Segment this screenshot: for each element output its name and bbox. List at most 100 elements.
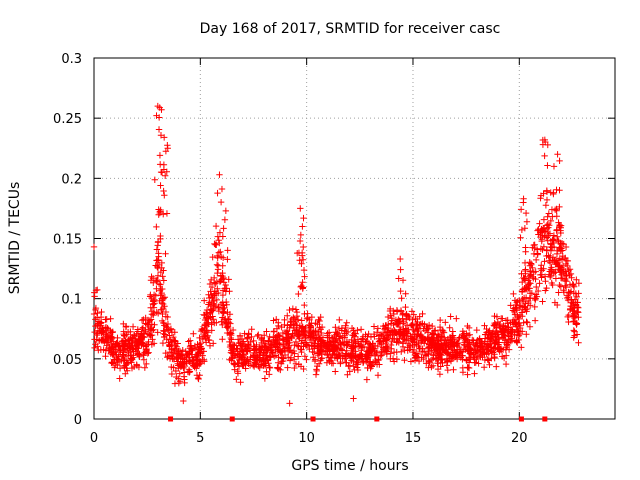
data-point [222, 315, 229, 323]
data-point [397, 287, 404, 295]
data-point [473, 326, 480, 334]
data-point [494, 331, 501, 338]
data-point [498, 327, 505, 335]
data-point [300, 266, 308, 274]
data-point [289, 330, 296, 337]
data-point [160, 211, 167, 218]
data-point [510, 290, 517, 298]
data-point [486, 361, 493, 369]
data-point [523, 331, 530, 338]
data-point [315, 316, 322, 324]
data-point [318, 323, 326, 331]
data-point [339, 352, 347, 359]
data-point [90, 243, 98, 251]
data-point [286, 339, 293, 346]
data-point [119, 342, 126, 350]
data-point [103, 342, 110, 349]
data-point [553, 213, 560, 220]
data-point [164, 354, 171, 361]
data-point [540, 190, 547, 197]
data-point [432, 346, 440, 353]
data-point [564, 313, 571, 321]
data-point [214, 304, 222, 311]
data-point [176, 370, 183, 377]
data-point [186, 369, 193, 376]
data-point [292, 360, 300, 367]
data-point [454, 339, 462, 347]
data-point [299, 223, 306, 230]
data-point [562, 283, 570, 291]
y-tick-label: 0.05 [53, 353, 82, 368]
data-point [312, 371, 320, 378]
data-point [301, 273, 308, 280]
data-point [302, 324, 310, 332]
data-point [160, 187, 167, 195]
data-point [168, 370, 176, 378]
data-point [379, 329, 387, 337]
data-point [279, 357, 287, 365]
data-point [341, 355, 349, 362]
data-point [147, 316, 155, 323]
data-point [346, 368, 353, 375]
data-point [563, 278, 570, 285]
data-point [303, 356, 310, 363]
data-point [220, 279, 228, 286]
data-point [215, 237, 222, 244]
data-point [150, 298, 157, 305]
data-point [94, 321, 101, 329]
data-point [482, 342, 490, 350]
data-point [316, 334, 324, 341]
data-point [293, 342, 301, 349]
data-point [146, 293, 154, 300]
data-point [172, 350, 180, 358]
data-point [120, 353, 128, 361]
data-point [219, 291, 227, 299]
data-point [402, 316, 410, 323]
data-point [235, 340, 242, 347]
data-point [170, 364, 177, 371]
data-point [179, 346, 186, 354]
data-point [223, 324, 230, 331]
data-point [492, 321, 499, 328]
data-point [346, 362, 354, 369]
data-point [570, 327, 577, 334]
data-point [291, 364, 298, 372]
data-point [154, 272, 162, 279]
data-point [556, 281, 563, 289]
data-point [446, 324, 453, 331]
data-point [297, 346, 304, 353]
data-point [443, 356, 451, 364]
data-point [145, 331, 153, 338]
data-point [280, 342, 287, 350]
data-point [206, 309, 214, 316]
data-point [298, 282, 305, 290]
data-point [348, 325, 356, 332]
data-point [196, 334, 203, 342]
data-point [220, 275, 227, 283]
data-point [217, 248, 224, 256]
data-point [325, 329, 333, 336]
data-point [301, 353, 309, 360]
data-point [542, 278, 549, 285]
data-point [314, 351, 322, 359]
data-point [408, 321, 416, 329]
data-point [94, 343, 101, 350]
data-point [189, 356, 197, 364]
data-point [236, 332, 244, 340]
data-point [425, 344, 432, 351]
data-point [351, 330, 358, 337]
data-point [335, 333, 342, 340]
data-point [155, 126, 163, 133]
data-point [228, 357, 235, 364]
data-point [485, 342, 493, 349]
data-point [111, 343, 119, 350]
data-point [565, 311, 572, 319]
data-point [262, 343, 269, 350]
data-point [453, 352, 460, 360]
data-point [367, 362, 375, 369]
data-point [417, 338, 425, 346]
data-point [240, 351, 248, 359]
data-point [270, 328, 278, 335]
data-point [389, 355, 397, 362]
data-point [524, 319, 531, 326]
